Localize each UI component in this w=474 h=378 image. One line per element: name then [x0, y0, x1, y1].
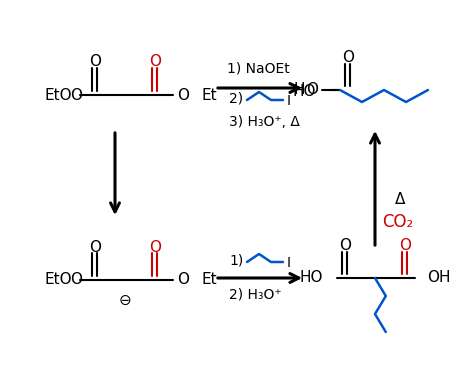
Text: Et: Et [202, 273, 218, 288]
Text: O: O [342, 51, 354, 65]
Text: O: O [339, 239, 351, 254]
Text: 3) H₃O⁺, Δ: 3) H₃O⁺, Δ [229, 115, 300, 129]
Text: 2): 2) [229, 91, 243, 105]
Text: Et: Et [202, 87, 218, 102]
Text: 1): 1) [229, 253, 243, 267]
Text: O: O [89, 240, 101, 254]
Text: HO: HO [300, 271, 323, 285]
Text: Δ: Δ [395, 192, 405, 208]
Text: CO₂: CO₂ [383, 213, 414, 231]
Text: O: O [177, 87, 189, 102]
Text: ⊖: ⊖ [118, 293, 131, 307]
Text: EtO: EtO [44, 87, 72, 102]
Text: EtO: EtO [44, 273, 72, 288]
Text: O: O [89, 54, 101, 70]
Text: O: O [177, 273, 189, 288]
Text: O: O [149, 54, 161, 70]
Text: O: O [149, 240, 161, 254]
Text: 2) H₃O⁺: 2) H₃O⁺ [229, 287, 282, 301]
Text: O: O [70, 87, 82, 102]
Text: I: I [287, 94, 291, 108]
Text: O: O [399, 239, 411, 254]
Text: O: O [306, 82, 318, 98]
Text: HO: HO [292, 84, 316, 99]
Text: H: H [293, 82, 305, 98]
Text: O: O [70, 273, 82, 288]
Text: I: I [287, 256, 291, 270]
Text: 1) NaOEt: 1) NaOEt [227, 61, 289, 75]
Text: OH: OH [427, 271, 450, 285]
